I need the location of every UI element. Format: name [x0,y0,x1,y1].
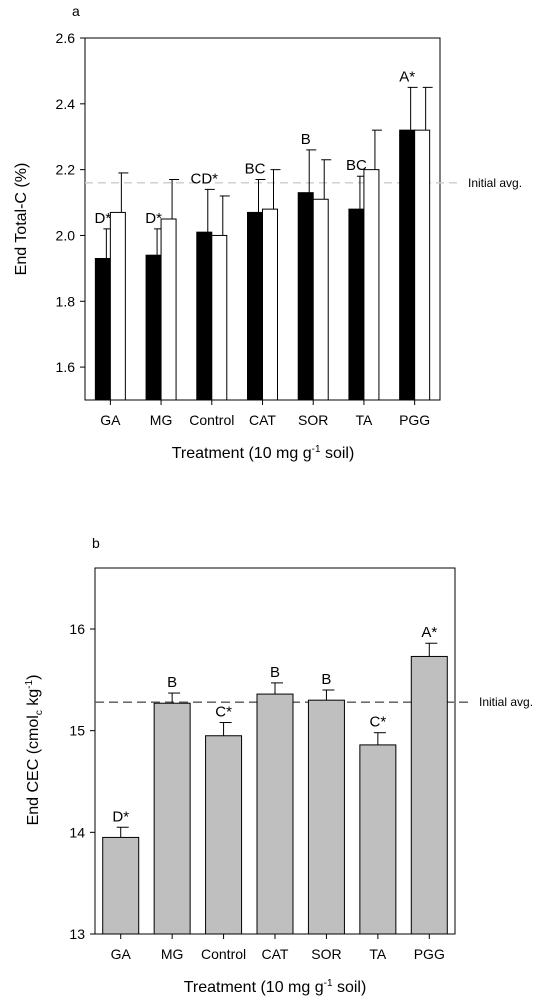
bar [205,735,243,935]
x-tick-label: PGG [399,412,430,428]
bar [297,192,314,401]
y-tick-label: 2.6 [56,30,76,46]
bar [102,836,140,935]
significance-label: CD* [191,170,219,187]
bar [307,699,345,935]
y-tick-label: 1.6 [56,359,76,375]
significance-label: D* [145,210,162,227]
bar [211,234,228,401]
bar [256,693,294,935]
panel-b-bars [102,642,448,935]
significance-label: B [167,674,177,691]
bar [153,702,191,935]
panel-b-y-axis-title: End CEC (cmolc kg-1) [24,675,45,826]
panel-a-x-axis: GA MG Control CAT SOR TA PGG [100,400,430,428]
significance-label: A* [399,68,415,85]
panel-b-x-axis: GA MG Control CAT SOR TA PGG [111,934,445,962]
bar [348,208,365,401]
significance-label: C* [370,714,387,731]
reference-line-label: Initial avg. [479,695,533,709]
bar [94,257,111,401]
bar [196,231,213,401]
x-tick-label: GA [111,946,132,962]
bar [359,744,397,935]
panel-b-y-axis: 13 14 15 16 [69,621,95,942]
y-tick-label: 16 [69,621,85,637]
x-tick-label: PGG [414,946,445,962]
significance-label: B [270,664,280,681]
significance-label: BC [245,161,266,178]
bar [247,211,263,401]
x-tick-label: GA [100,412,121,428]
bar [363,169,380,401]
significance-label: BC [346,157,367,174]
panel-b: b 13 14 15 16 GA MG Control CAT SOR TA PGG Initia… [24,535,533,996]
x-tick-label: MG [150,412,173,428]
panel-a-y-axis-title: End Total-C (%) [13,163,30,276]
bar [160,218,177,401]
significance-label: D* [95,210,112,227]
x-tick-label: CAT [262,946,289,962]
panel-a-significance-labels: D* D* CD* BC B BC A* [95,68,416,227]
x-tick-label: SOR [311,946,341,962]
x-tick-label: CAT [249,412,276,428]
significance-label: D* [112,808,129,825]
significance-label: C* [215,704,232,721]
x-tick-label: Control [189,412,234,428]
y-tick-label: 1.8 [56,293,76,309]
x-tick-label: TA [355,412,373,428]
y-tick-label: 2.4 [56,96,76,112]
reference-line-label: Initial avg. [468,176,522,190]
significance-label: A* [421,624,437,641]
panel-b-x-axis-title: Treatment (10 mg g-1 soil) [184,978,367,996]
bar [312,198,329,401]
y-tick-label: 2.2 [56,162,76,178]
y-tick-label: 14 [69,824,85,840]
bar [399,129,416,401]
bar [410,655,448,935]
significance-label: B [321,671,331,688]
panel-b-significance-labels: D* B C* B B C* A* [112,624,437,825]
panel-a: a 1.6 1.8 2.0 2.2 2.4 2.6 GA MG Control CAT SOR TA… [13,3,522,462]
y-tick-label: 2.0 [56,227,76,243]
panel-a-bars [94,86,433,401]
significance-label: B [301,131,311,148]
y-tick-label: 15 [69,723,85,739]
panel-a-x-axis-title: Treatment (10 mg g-1 soil) [172,444,355,462]
bar [109,211,126,401]
x-tick-label: TA [369,946,387,962]
panel-a-y-axis: 1.6 1.8 2.0 2.2 2.4 2.6 [56,30,85,375]
panel-b-label: b [92,535,100,551]
x-tick-label: Control [201,946,246,962]
x-tick-label: SOR [298,412,328,428]
bar [262,208,278,401]
y-tick-label: 13 [69,926,85,942]
bar [414,129,431,401]
x-tick-label: MG [161,946,184,962]
bar [145,254,162,401]
panel-a-label: a [72,3,80,19]
panel-a-reference-line: Initial avg. [85,176,522,190]
